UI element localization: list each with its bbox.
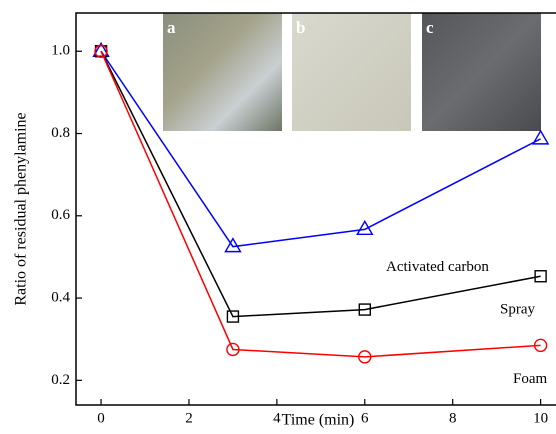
marker — [356, 219, 374, 236]
x-tick-label: 6 — [361, 410, 369, 426]
x-tick-label: 2 — [185, 410, 193, 426]
marker — [358, 350, 372, 364]
marker — [226, 310, 240, 323]
marker — [534, 270, 547, 283]
y-axis-label: Ratio of residual phenylamine — [13, 112, 30, 305]
series-label: Activated carbon — [386, 259, 489, 275]
marker — [224, 237, 242, 253]
insets: a b c — [163, 13, 541, 131]
marker — [226, 342, 240, 357]
series-label: Foam — [513, 371, 548, 387]
y-tick-label: 0.6 — [51, 207, 70, 223]
inset-photo — [292, 13, 411, 131]
series-line — [100, 50, 541, 248]
marker — [533, 338, 548, 353]
inset-label: b — [296, 18, 305, 37]
inset-label: c — [426, 18, 434, 37]
x-tick-label: 10 — [533, 410, 548, 426]
x-tick-label: 0 — [97, 410, 105, 426]
marker — [94, 44, 108, 58]
axis-frame — [75, 12, 556, 406]
inset-label: a — [167, 18, 176, 37]
y-tick-label: 0.4 — [51, 289, 70, 305]
series-label: Spray — [500, 302, 535, 318]
x-axis-label: Time (min) — [282, 412, 355, 429]
y-tick-label: 0.8 — [51, 125, 70, 141]
series-line — [100, 50, 541, 318]
marker — [358, 303, 371, 316]
inset-photo — [422, 13, 541, 131]
inset-photo — [163, 13, 282, 131]
x-tick-label: 8 — [449, 410, 457, 426]
series-line — [100, 50, 541, 358]
y-tick-label: 1.0 — [51, 43, 70, 59]
y-tick-label: 0.2 — [51, 372, 70, 388]
marker — [531, 129, 550, 145]
x-tick-label: 4 — [273, 410, 281, 426]
